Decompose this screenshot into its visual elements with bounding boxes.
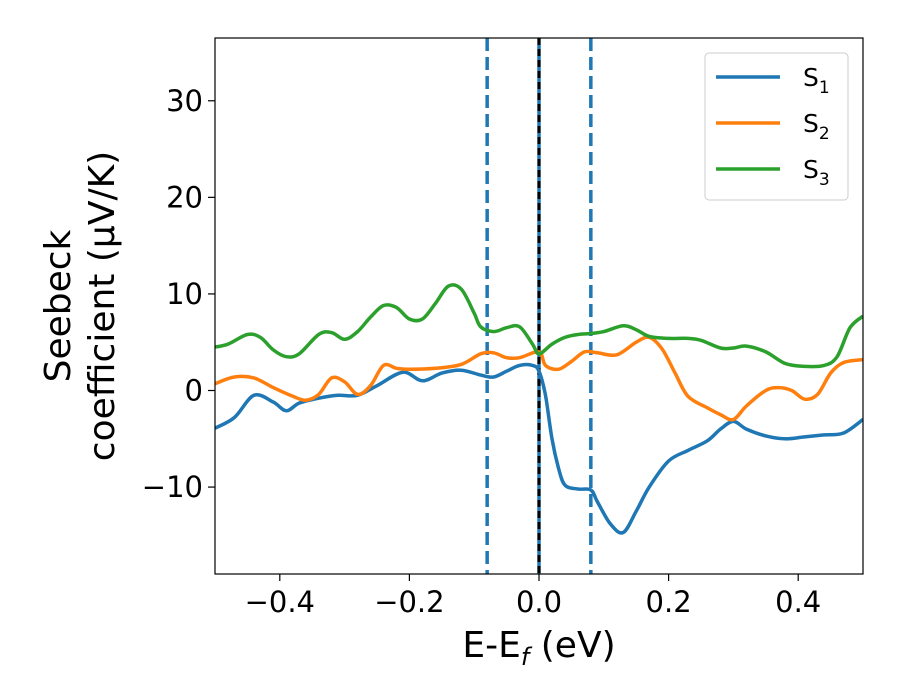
reference-lines: [485, 38, 593, 574]
x-axis-label: E-Ef (eV): [462, 625, 615, 671]
series-line-s2: [215, 335, 863, 422]
series-line-s1: [215, 362, 863, 535]
y-axis-label-line1: Seebeck: [38, 229, 79, 382]
y-axis: −10 0 10 20 30: [142, 84, 215, 504]
x-tick-label-2: 0.0: [516, 585, 562, 619]
legend-label-s3: S3: [803, 155, 830, 190]
y-tick-label-1: 0: [185, 374, 203, 408]
legend-label-s2: S2: [803, 109, 830, 144]
legend-label-s1: S1: [803, 63, 830, 98]
x-axis: −0.4 −0.2 0.0 0.2 0.4: [245, 574, 821, 619]
legend-frame: [704, 52, 849, 201]
y-axis-label: Seebeck coefficient (μV/K): [38, 151, 123, 461]
y-tick-label-2: 10: [166, 277, 203, 311]
x-tick-label-0: −0.4: [245, 585, 315, 619]
series-layer: [215, 283, 863, 535]
y-axis-label-line2: coefficient (μV/K): [82, 151, 123, 461]
x-tick-label-4: 0.4: [775, 585, 821, 619]
legend: S1 S2 S3: [704, 52, 849, 201]
y-tick-label-0: −10: [142, 470, 203, 504]
y-tick-label-4: 30: [166, 84, 203, 118]
x-tick-label-1: −0.2: [374, 585, 444, 619]
y-tick-label-3: 20: [166, 180, 203, 214]
series-line-s3: [215, 283, 863, 369]
x-tick-label-3: 0.2: [646, 585, 692, 619]
